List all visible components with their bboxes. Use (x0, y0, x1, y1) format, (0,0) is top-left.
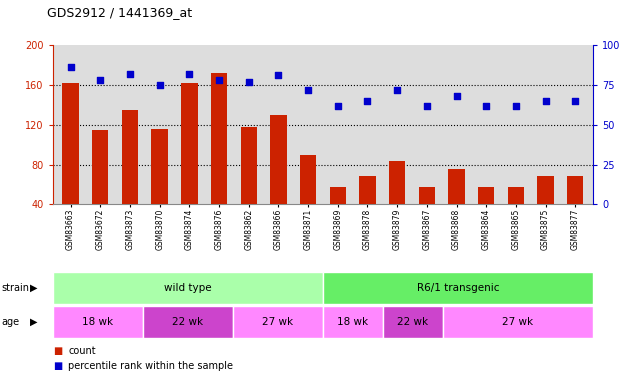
Text: age: age (1, 316, 19, 327)
Text: GDS2912 / 1441369_at: GDS2912 / 1441369_at (47, 6, 192, 19)
Point (95, 77, 105, 83)
Point (422, 103, 432, 109)
Bar (508, 188, 524, 204)
Point (333, 103, 343, 109)
Bar (323, 272, 593, 304)
Bar (92, 130, 109, 204)
Bar (181, 83, 197, 204)
Point (570, 98, 580, 104)
Bar (389, 160, 406, 204)
Point (541, 98, 551, 104)
Point (273, 72, 283, 78)
Bar (270, 115, 286, 204)
Text: ■: ■ (53, 346, 62, 355)
Text: R6/1 transgenic: R6/1 transgenic (417, 283, 499, 293)
Point (243, 79, 253, 85)
Bar (478, 188, 494, 204)
Bar (443, 306, 593, 338)
Bar (240, 127, 257, 204)
Text: 18 wk: 18 wk (82, 316, 114, 327)
Point (125, 71, 135, 77)
Point (155, 82, 165, 88)
Bar (233, 306, 323, 338)
Bar (63, 83, 79, 204)
Text: 22 wk: 22 wk (397, 316, 428, 327)
Bar (53, 306, 143, 338)
Bar (53, 272, 323, 304)
Text: percentile rank within the sample: percentile rank within the sample (68, 361, 233, 370)
Text: 22 wk: 22 wk (172, 316, 204, 327)
Text: 18 wk: 18 wk (337, 316, 368, 327)
Bar (211, 73, 227, 204)
Bar (152, 129, 168, 204)
Point (214, 77, 224, 83)
Text: strain: strain (1, 283, 29, 293)
Point (363, 98, 373, 104)
Text: ■: ■ (53, 361, 62, 370)
Point (303, 87, 313, 93)
Bar (330, 188, 346, 204)
Bar (448, 168, 465, 204)
Point (511, 103, 521, 109)
Point (481, 103, 491, 109)
Bar (122, 110, 138, 204)
Bar (383, 306, 443, 338)
Bar (300, 154, 316, 204)
Text: 27 wk: 27 wk (262, 316, 294, 327)
Text: ▶: ▶ (30, 283, 37, 293)
Point (451, 93, 461, 99)
Bar (567, 177, 583, 204)
Point (184, 71, 194, 77)
Text: wild type: wild type (164, 283, 212, 293)
Bar (360, 177, 376, 204)
Bar (537, 177, 554, 204)
Text: ▶: ▶ (30, 316, 37, 327)
Bar (143, 306, 233, 338)
Bar (323, 306, 383, 338)
Bar (419, 188, 435, 204)
Point (392, 87, 402, 93)
Text: count: count (68, 346, 96, 355)
Point (66, 64, 76, 70)
Text: 27 wk: 27 wk (502, 316, 533, 327)
